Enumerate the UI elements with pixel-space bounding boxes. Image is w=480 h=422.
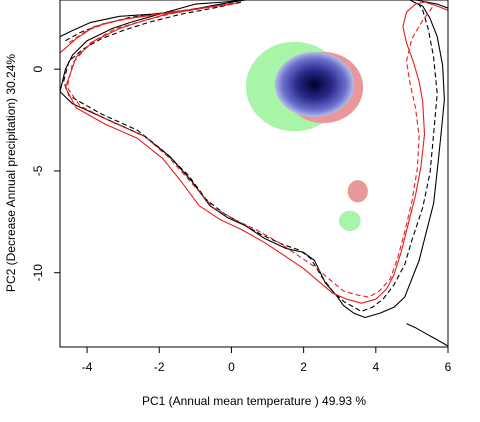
contour-line-black-solid-4 <box>406 323 448 347</box>
contour-lines <box>60 0 448 347</box>
plot-frame <box>59 0 449 348</box>
x-axis-label: PC1 (Annual mean temperature ) 49.93 % <box>142 394 366 408</box>
contour-line-red-dashed-3 <box>66 2 435 298</box>
y-axis-label: PC2 (Decrease Annual precipitation) 30.2… <box>4 54 18 292</box>
contour-line-black-solid-0 <box>60 0 448 319</box>
x-tick-label: 0 <box>228 360 235 374</box>
x-tick-label: 4 <box>372 360 379 374</box>
density-region-blue-gradient-2 <box>274 51 355 118</box>
contour-line-red-solid-2 <box>60 1 448 304</box>
x-tick-label: 6 <box>445 360 452 374</box>
x-tick-label: 2 <box>300 360 307 374</box>
x-tick-label: -4 <box>82 360 93 374</box>
y-axis: 0 -5 -10 <box>31 66 61 282</box>
y-tick-label: -10 <box>31 264 45 282</box>
density-regions <box>245 41 368 231</box>
x-tick-label: -2 <box>154 360 165 374</box>
contour-line-black-dashed-1 <box>63 1 438 312</box>
x-axis: -4 -2 0 2 4 6 <box>82 346 452 374</box>
density-region-pink-3 <box>347 180 368 203</box>
plot-area <box>60 0 448 347</box>
y-tick-label: 0 <box>31 66 45 73</box>
y-tick-label: -5 <box>31 165 45 176</box>
density-region-green-4 <box>338 210 361 231</box>
